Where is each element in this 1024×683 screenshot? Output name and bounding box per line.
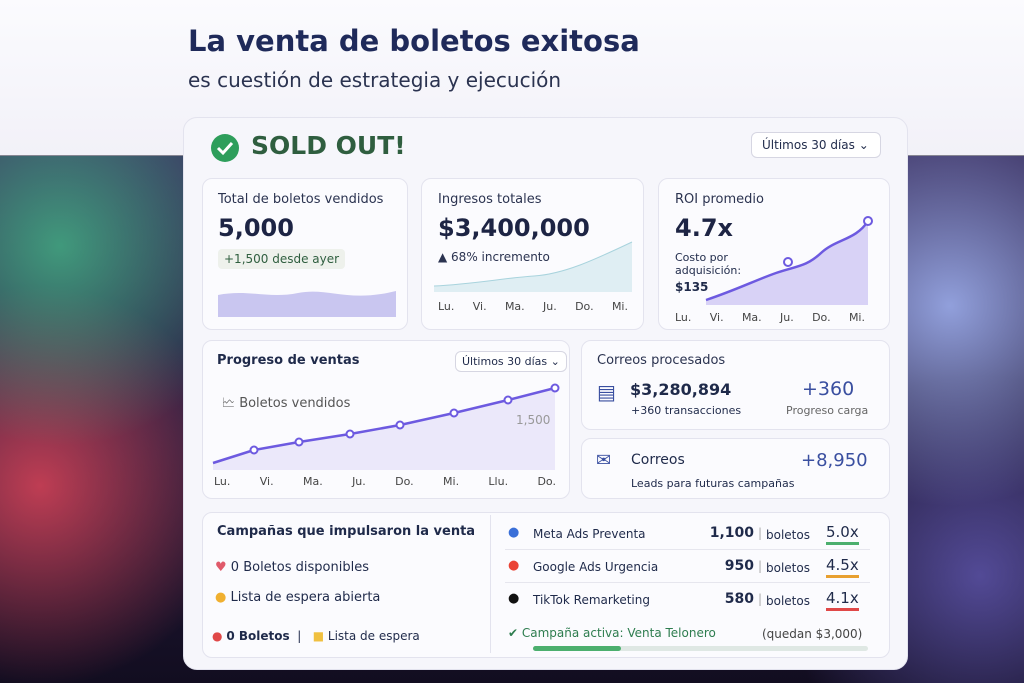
- x-tick-label: Mi.: [848, 311, 865, 324]
- row-divider: [505, 549, 870, 550]
- ad-icon: ●: [508, 525, 520, 540]
- mail-icon: ✉: [596, 450, 612, 471]
- x-axis: Lu. Vi. Ma. Ju. Do. Mi.: [438, 300, 628, 313]
- campaign-item: ♥ 0 Boletos disponibles: [215, 560, 369, 575]
- campaigns-card: [202, 512, 890, 658]
- kpi-title: ROI promedio: [675, 192, 764, 207]
- ad-unit: boletos: [766, 561, 810, 575]
- footer-text: 0 Boletos: [226, 629, 290, 643]
- kpi-title: Ingresos totales: [438, 192, 542, 207]
- x-tick-label: Ju.: [780, 311, 794, 324]
- active-remaining: (quedan $3,000): [762, 627, 863, 641]
- active-campaign: ✔ Campaña activa: Venta Telonero: [508, 626, 716, 640]
- x-tick-label: Ma.: [504, 300, 525, 313]
- x-tick-label: Do.: [575, 300, 594, 313]
- ad-roi: 5.0x: [826, 523, 859, 545]
- check-icon: [211, 134, 239, 162]
- x-tick-label: Do.: [395, 475, 414, 488]
- sparkline: [434, 241, 633, 292]
- x-tick-label: Ju.: [543, 300, 557, 313]
- item-text: Lista de espera abierta: [230, 590, 381, 605]
- ad-name: Meta Ads Preventa: [533, 527, 646, 541]
- mail-sub: Leads para futuras campañas: [631, 477, 795, 490]
- kpi-note: +1,500 desde ayer: [218, 249, 346, 269]
- x-tick-label: Mi.: [611, 300, 628, 313]
- ad-sep: |: [758, 592, 763, 606]
- emails-title: Correos procesados: [597, 353, 726, 368]
- email-icon: ▤: [597, 380, 616, 404]
- period: Últimos 30 días: [762, 138, 855, 152]
- period: Últimos 30 días: [462, 355, 548, 368]
- kpi-value: 5,000: [218, 214, 294, 242]
- progress-fill: [533, 646, 621, 651]
- subtitle: es cuestión de estrategia y ejecución: [188, 68, 562, 92]
- footer-text: Lista de espera: [327, 629, 420, 643]
- sparkline: [218, 291, 396, 317]
- kpi-note-value: $135: [675, 280, 709, 294]
- x-tick-label: Do.: [537, 475, 556, 488]
- ad-sep: |: [758, 526, 763, 540]
- x-tick-label: Ma.: [741, 311, 762, 324]
- x-tick-label: Llu.: [488, 475, 509, 488]
- campaign-item: ● Lista de espera abierta: [215, 590, 381, 605]
- ad-name: TikTok Remarketing: [533, 593, 650, 607]
- ad-icon: ●: [508, 591, 520, 606]
- campaign-footer: ● 0 Boletos | ■ Lista de espera: [212, 629, 420, 643]
- progress-title: Progreso de ventas: [217, 353, 360, 368]
- x-tick-label: Lu.: [214, 475, 231, 488]
- ad-count: 1,100: [709, 525, 754, 541]
- ad-unit: boletos: [766, 528, 810, 542]
- x-tick-label: Lu.: [438, 300, 455, 313]
- x-tick-label: Vi.: [259, 475, 274, 488]
- mail-value: +8,950: [801, 450, 868, 471]
- note-text: 68% incremento: [451, 250, 550, 264]
- period-dropdown[interactable]: Últimos 30 días ⌄: [455, 351, 567, 372]
- ad-name: Google Ads Urgencia: [533, 560, 659, 574]
- row-divider: [505, 582, 870, 583]
- legend-label: Boletos vendidos: [239, 396, 351, 411]
- ad-count: 580: [724, 591, 754, 607]
- x-axis: Lu. Vi. Ma. Ju. Do. Mi.: [675, 311, 865, 324]
- item-text: 0 Boletos disponibles: [230, 560, 369, 575]
- sparkline: [705, 216, 873, 305]
- mail-card: [581, 438, 890, 499]
- emails-sub: +360 transacciones: [631, 404, 742, 417]
- emails-delta: +360: [802, 378, 855, 400]
- kpi-note: ▲ 68% incremento: [438, 250, 550, 264]
- x-tick-label: Vi.: [472, 300, 487, 313]
- kpi-value: $3,400,000: [438, 214, 590, 242]
- kpi-value: 4.7x: [675, 214, 733, 242]
- ad-sep: |: [758, 559, 763, 573]
- emails-card: [581, 340, 890, 430]
- ad-count: 950: [724, 558, 754, 574]
- x-tick-label: Do.: [812, 311, 831, 324]
- progress-bar: [533, 646, 868, 651]
- x-tick-label: Vi.: [709, 311, 724, 324]
- emails-amount: $3,280,894: [630, 380, 732, 399]
- x-tick-label: Ma.: [302, 475, 323, 488]
- emails-delta-label: Progreso carga: [786, 404, 869, 417]
- period-dropdown[interactable]: Últimos 30 días ⌄: [751, 132, 881, 158]
- chart-label: 1,500: [516, 413, 551, 427]
- x-axis: Lu. Vi. Ma. Ju. Do. Mi. Llu. Do.: [214, 475, 556, 488]
- active-label: Campaña activa: Venta Telonero: [521, 626, 716, 640]
- progress-chart: [212, 383, 560, 470]
- x-tick-label: Lu.: [675, 311, 692, 324]
- ad-icon: ●: [508, 558, 520, 573]
- x-tick-label: Ju.: [352, 475, 366, 488]
- divider: [490, 515, 491, 653]
- ad-roi: 4.5x: [826, 556, 859, 578]
- ad-unit: boletos: [766, 594, 810, 608]
- campaigns-title: Campañas que impulsaron la venta: [217, 524, 476, 539]
- x-tick-label: Mi.: [443, 475, 460, 488]
- mail-title: Correos: [631, 452, 685, 468]
- title: La venta de boletos exitosa: [188, 24, 640, 58]
- kpi-title: Total de boletos vendidos: [218, 192, 384, 207]
- kpi-note: Costo por adquisición:: [675, 251, 742, 277]
- ad-roi: 4.1x: [826, 589, 859, 611]
- legend: 🗠 Boletos vendidos: [222, 396, 351, 411]
- status: SOLD OUT!: [251, 131, 406, 160]
